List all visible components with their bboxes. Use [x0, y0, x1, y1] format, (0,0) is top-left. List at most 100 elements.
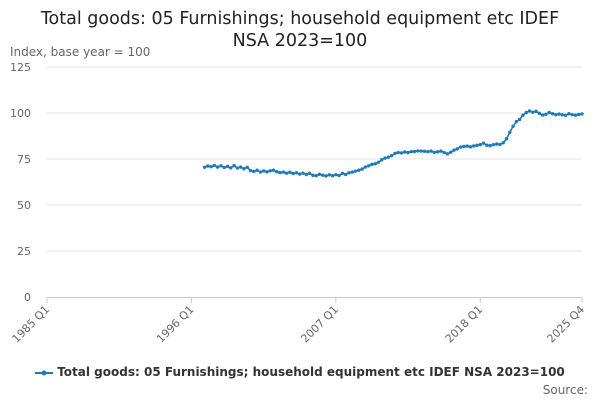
data-point[interactable] — [468, 145, 473, 149]
data-point[interactable] — [265, 170, 269, 174]
data-point[interactable] — [508, 130, 512, 135]
data-point[interactable] — [560, 113, 565, 117]
data-point[interactable] — [380, 158, 384, 162]
data-point[interactable] — [307, 171, 312, 176]
data-point[interactable] — [235, 166, 240, 170]
data-point[interactable] — [396, 150, 400, 155]
data-point[interactable] — [291, 171, 295, 176]
data-point[interactable] — [232, 163, 236, 168]
data-point[interactable] — [389, 153, 394, 158]
data-point[interactable] — [278, 170, 282, 175]
data-point[interactable] — [491, 142, 496, 147]
data-point[interactable] — [531, 110, 535, 114]
data-point[interactable] — [248, 168, 253, 173]
data-point[interactable] — [284, 171, 289, 175]
data-point[interactable] — [501, 141, 505, 145]
data-point[interactable] — [275, 170, 279, 174]
data-point[interactable] — [366, 164, 371, 168]
data-point[interactable] — [373, 162, 377, 166]
data-point[interactable] — [534, 109, 538, 114]
data-point[interactable] — [294, 171, 299, 175]
data-point[interactable] — [393, 151, 397, 156]
data-point[interactable] — [314, 174, 318, 178]
data-point[interactable] — [488, 144, 492, 148]
data-point[interactable] — [442, 150, 446, 155]
data-point[interactable] — [547, 110, 551, 115]
data-point[interactable] — [577, 112, 581, 117]
data-point[interactable] — [465, 144, 469, 148]
data-point[interactable] — [422, 149, 427, 153]
data-point[interactable] — [580, 112, 584, 116]
data-point[interactable] — [317, 172, 322, 176]
data-point[interactable] — [471, 144, 476, 148]
data-point[interactable] — [347, 171, 351, 175]
data-point[interactable] — [252, 169, 256, 174]
data-point[interactable] — [242, 167, 246, 171]
data-point[interactable] — [245, 165, 249, 169]
data-point[interactable] — [343, 172, 348, 177]
data-point[interactable] — [511, 124, 515, 128]
data-point[interactable] — [403, 150, 407, 154]
data-point[interactable] — [432, 150, 436, 155]
data-point[interactable] — [281, 170, 286, 174]
data-point[interactable] — [409, 149, 414, 154]
data-point[interactable] — [209, 165, 213, 169]
data-point[interactable] — [521, 113, 525, 117]
data-point[interactable] — [350, 170, 354, 174]
data-point[interactable] — [212, 163, 217, 168]
data-point[interactable] — [330, 174, 335, 178]
data-point[interactable] — [517, 117, 522, 122]
data-point[interactable] — [544, 112, 548, 116]
data-point[interactable] — [238, 165, 243, 169]
data-point[interactable] — [498, 142, 502, 147]
data-point[interactable] — [567, 112, 571, 116]
data-point[interactable] — [288, 170, 292, 174]
data-point[interactable] — [439, 149, 443, 153]
data-point[interactable] — [383, 156, 387, 160]
data-point[interactable] — [426, 149, 430, 154]
data-point[interactable] — [298, 172, 302, 176]
data-point[interactable] — [327, 173, 331, 177]
data-point[interactable] — [376, 160, 381, 165]
data-point[interactable] — [261, 169, 266, 173]
data-point[interactable] — [324, 174, 328, 178]
data-point[interactable] — [537, 111, 542, 116]
data-point[interactable] — [419, 149, 423, 153]
data-point[interactable] — [416, 149, 420, 153]
data-point[interactable] — [219, 164, 223, 168]
data-point[interactable] — [202, 165, 207, 169]
data-point[interactable] — [550, 112, 555, 116]
data-point[interactable] — [554, 112, 558, 117]
data-point[interactable] — [462, 144, 466, 149]
data-point[interactable] — [504, 137, 509, 141]
data-point[interactable] — [353, 169, 358, 173]
data-point[interactable] — [334, 172, 338, 177]
data-point[interactable] — [485, 143, 489, 147]
data-point[interactable] — [301, 171, 305, 175]
data-point[interactable] — [229, 166, 233, 170]
data-point[interactable] — [360, 167, 364, 171]
data-point[interactable] — [386, 155, 391, 159]
legend[interactable]: Total goods: 05 Furnishings; household e… — [0, 365, 600, 379]
data-point[interactable] — [399, 151, 404, 155]
data-point[interactable] — [452, 148, 456, 152]
data-point[interactable] — [458, 145, 463, 149]
data-point[interactable] — [475, 143, 479, 148]
data-point[interactable] — [563, 113, 568, 118]
data-point[interactable] — [225, 164, 230, 169]
data-point[interactable] — [540, 113, 545, 117]
data-point[interactable] — [573, 113, 578, 117]
data-point[interactable] — [412, 149, 417, 154]
data-point[interactable] — [222, 165, 226, 170]
data-point[interactable] — [481, 141, 486, 145]
data-point[interactable] — [268, 169, 272, 173]
data-point[interactable] — [449, 150, 453, 154]
data-point[interactable] — [557, 112, 561, 116]
data-point[interactable] — [514, 119, 519, 124]
data-point[interactable] — [406, 150, 410, 155]
data-point[interactable] — [435, 150, 440, 154]
data-point[interactable] — [494, 142, 499, 146]
data-point[interactable] — [321, 173, 325, 177]
data-point[interactable] — [255, 168, 259, 172]
data-point[interactable] — [524, 110, 528, 115]
